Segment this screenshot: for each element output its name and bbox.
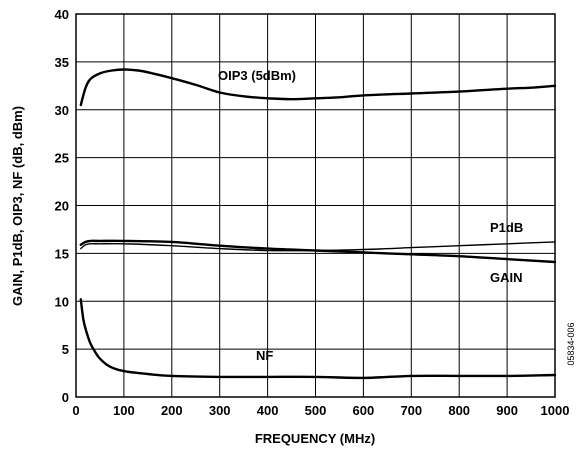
series-line-gain [79, 239, 557, 264]
y-tick-label: 35 [55, 55, 69, 70]
figure-id: 05834-006 [566, 322, 576, 365]
x-tick-label: 200 [161, 403, 183, 418]
x-tick-label: 300 [209, 403, 231, 418]
series-line-oip3-5dbm [79, 68, 557, 107]
y-tick-label: 25 [55, 151, 69, 166]
plot-frame [75, 13, 556, 398]
y-tick-label: 0 [62, 390, 69, 405]
x-tick-label: 600 [353, 403, 375, 418]
y-tick-label: 5 [62, 342, 69, 357]
x-tick-label: 400 [257, 403, 279, 418]
x-tick-label: 800 [448, 403, 470, 418]
series-labels: OIP3 (5dBm) P1dB GAIN NF [218, 68, 523, 363]
x-tick-label: 0 [72, 403, 79, 418]
series-line-nf [79, 298, 557, 380]
y-tick-label: 20 [55, 199, 69, 214]
series-label-p1db: P1dB [490, 220, 523, 235]
chart-series-group [79, 68, 557, 380]
y-tick-label: 30 [55, 103, 69, 118]
y-tick-label: 40 [55, 7, 69, 22]
y-tick-label: 15 [55, 246, 69, 261]
chart-grid [76, 14, 555, 397]
series-label-nf: NF [256, 348, 273, 363]
y-axis-title: GAIN, P1dB, OIP3, NF (dB, dBm) [10, 106, 25, 306]
x-tick-label: 1000 [541, 403, 570, 418]
series-label-oip3-5dbm: OIP3 (5dBm) [218, 68, 296, 83]
y-tick-label: 10 [55, 294, 69, 309]
x-axis-title: FREQUENCY (MHz) [255, 431, 375, 446]
series-label-gain: GAIN [490, 270, 523, 285]
x-tick-label: 700 [400, 403, 422, 418]
x-tick-label: 900 [496, 403, 518, 418]
x-tick-label: 100 [113, 403, 135, 418]
y-axis-ticks: 0 5 10 15 20 25 30 35 40 [55, 7, 69, 405]
x-axis-ticks: 0 100 200 300 400 500 600 700 800 900 1000 [72, 403, 569, 418]
series-line-p1db [80, 241, 556, 252]
x-tick-label: 500 [305, 403, 327, 418]
